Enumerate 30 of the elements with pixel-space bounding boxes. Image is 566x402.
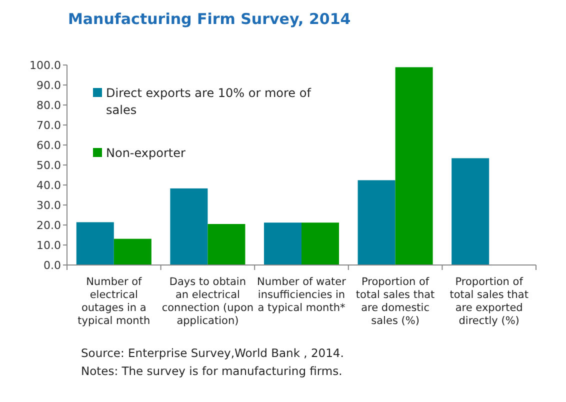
y-tick-label: 10.0 <box>36 238 61 252</box>
bar <box>76 222 114 265</box>
legend-label: Non-exporter <box>106 146 186 160</box>
bar <box>264 222 302 265</box>
source-note: Source: Enterprise Survey,World Bank , 2014. <box>81 346 344 360</box>
bar <box>114 238 152 265</box>
y-tick-label: 50.0 <box>36 158 61 172</box>
x-tick-label: Number of water insufficiencies in a typical month* <box>257 276 347 314</box>
y-tick-label: 40.0 <box>36 178 61 192</box>
bar <box>452 158 490 265</box>
y-tick-label: 20.0 <box>36 218 61 232</box>
y-tick-label: 90.0 <box>36 78 61 92</box>
bar <box>208 224 246 265</box>
x-tick-label: Number of electrical outages in a typical month <box>78 276 150 327</box>
y-tick-label: 30.0 <box>36 198 61 212</box>
y-tick-label: 100.0 <box>30 58 61 72</box>
bar <box>302 222 340 265</box>
y-tick-label: 70.0 <box>36 118 61 132</box>
y-tick-label: 0.0 <box>44 258 61 272</box>
bar <box>395 67 433 265</box>
y-tick-label: 80.0 <box>36 98 61 112</box>
bar <box>170 188 208 265</box>
bar <box>358 180 396 265</box>
legend-label: Direct exports are 10% or more of sales <box>106 86 312 117</box>
x-tick-label: Proportion of total sales that are exported directly (%) <box>450 276 528 327</box>
text: Notes: The survey is for manufacturing firms. <box>81 364 342 378</box>
chart-title: Manufacturing Firm Survey, 2014 <box>68 10 351 28</box>
x-tick-label: Days to obtain an electrical connection (upon application) <box>162 276 254 327</box>
x-tick-label: Proportion of total sales that are domestic sales (%) <box>356 276 435 327</box>
y-tick-label: 60.0 <box>36 138 61 152</box>
